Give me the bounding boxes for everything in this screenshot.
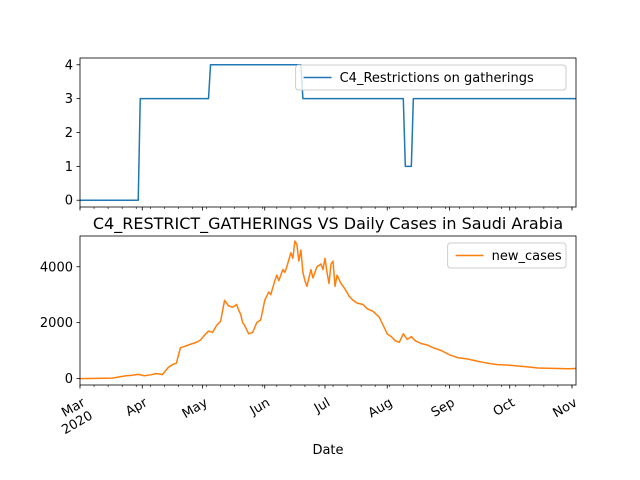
x-axis-label: Date <box>312 443 343 458</box>
top-panel: 0 1 2 3 4 C4_Restrictions on gatherings <box>65 57 577 211</box>
axes-frame <box>79 235 577 386</box>
x-tick-label: May <box>180 395 211 422</box>
y-tick-label: 3 <box>65 92 73 107</box>
x-tick-label: Mar2020 <box>52 395 96 438</box>
legend-label: new_cases <box>492 249 562 264</box>
y-tick-label: 2 <box>65 126 73 141</box>
legend-box <box>295 64 567 91</box>
y-tick-label: 4 <box>65 58 73 73</box>
chart-title: C4_RESTRICT_GATHERINGS VS Daily Cases in… <box>93 214 563 234</box>
x-tick-label: Aug <box>366 395 395 421</box>
legend-label: C4_Restrictions on gatherings <box>340 71 534 86</box>
legend-box <box>447 242 567 269</box>
series-line-new-cases <box>79 240 577 380</box>
x-tick-label: Sep <box>429 395 458 420</box>
bottom-panel: 0 2000 4000 Mar2020 Apr May Jun Jul Aug Sep Oct Nov… <box>40 235 581 438</box>
x-tick-label: Apr <box>123 395 151 420</box>
y-tick-label: 0 <box>65 372 73 387</box>
y-tick-label: 2000 <box>40 316 73 331</box>
y-tick-label: 0 <box>65 194 73 209</box>
x-tick-label: Jul <box>311 395 333 416</box>
x-tick-label: Nov <box>551 395 581 421</box>
y-tick-label: 1 <box>65 160 73 175</box>
x-tick-label: Oct <box>491 395 518 419</box>
x-tick-label: Jun <box>247 395 273 419</box>
y-tick-label: 4000 <box>40 260 73 275</box>
